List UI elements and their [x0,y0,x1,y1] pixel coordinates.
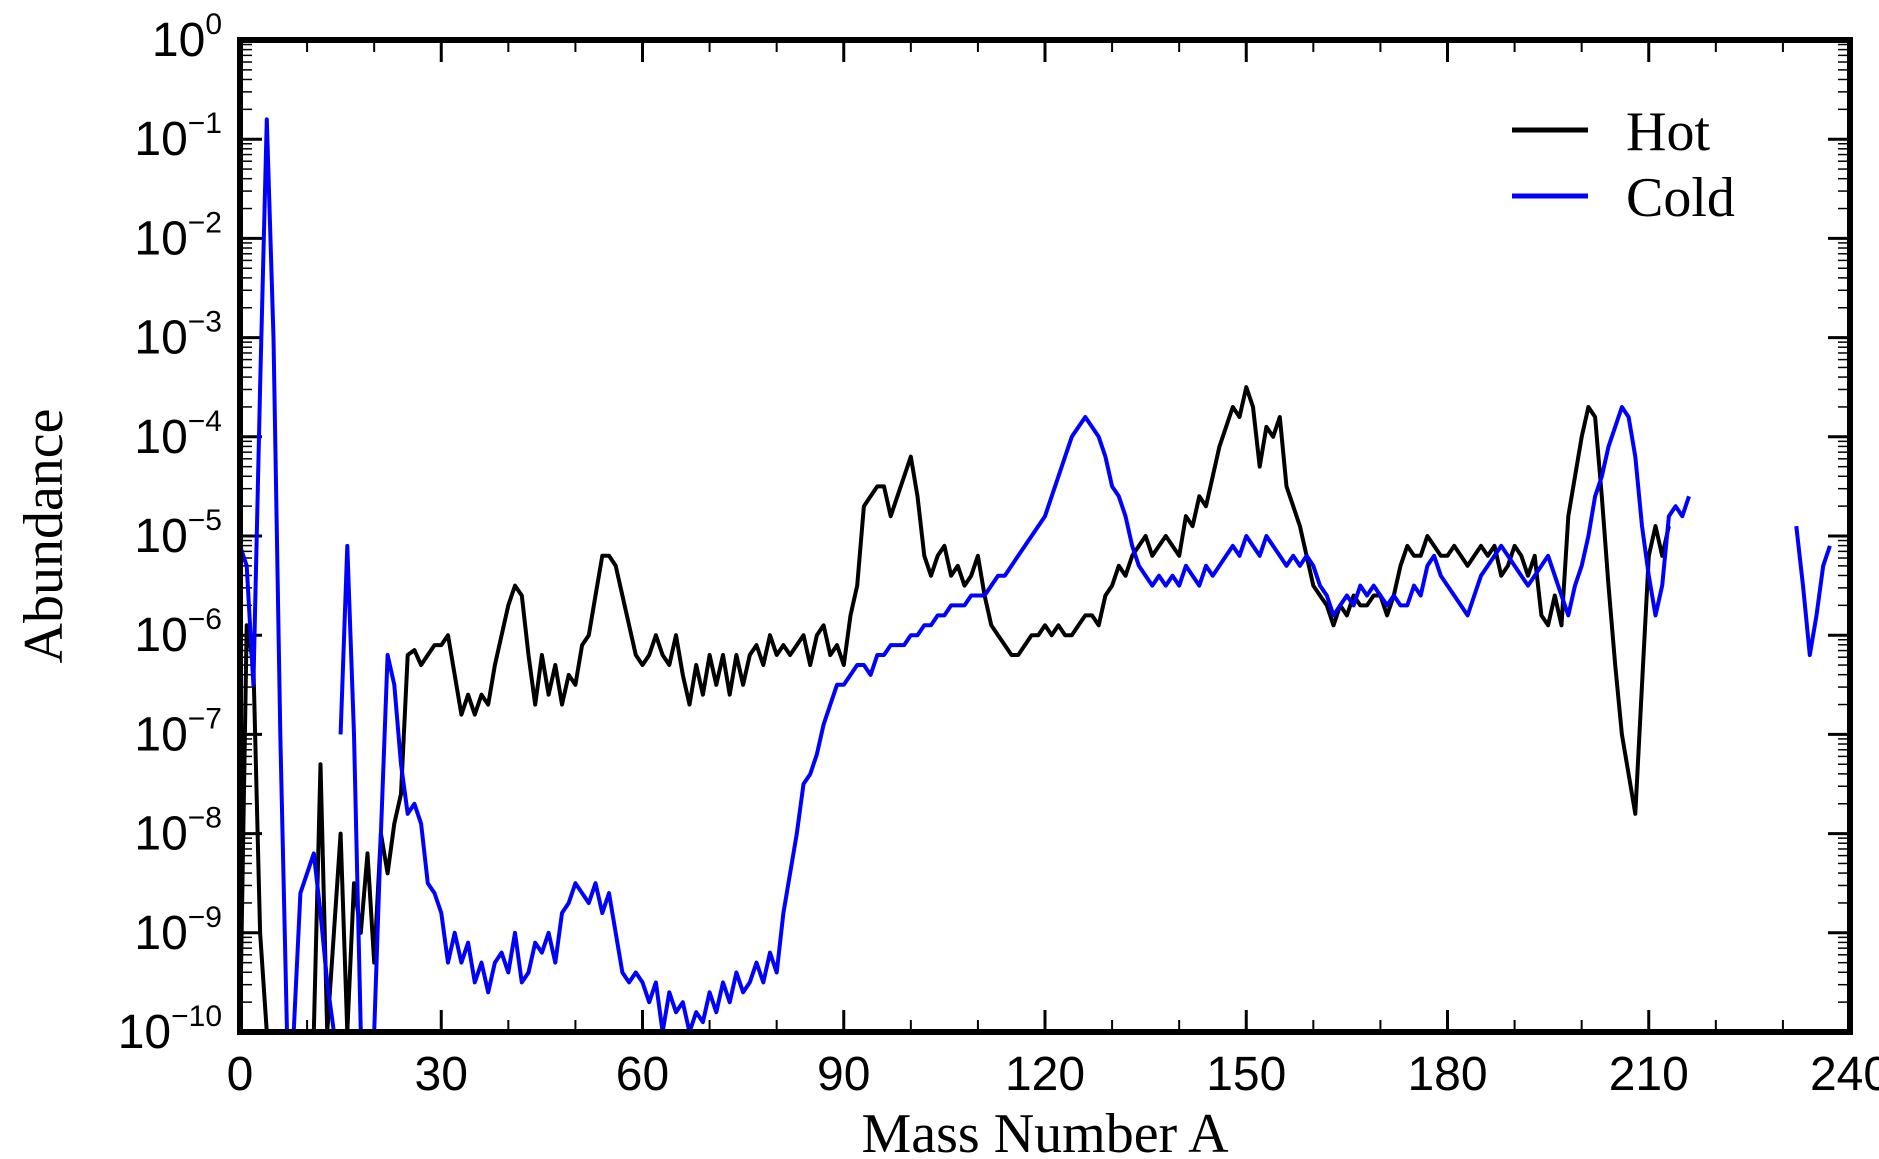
minor-ticks [240,40,1850,1032]
series-line-cold [338,543,363,1033]
series-line-hot [311,385,1671,1034]
x-tick-label: 120 [1005,1048,1085,1101]
legend-label-cold: Cold [1626,167,1735,229]
plot-frame [237,37,1853,1035]
series-line-cold [1794,525,1832,657]
y-tick-label: 10−9 [134,901,222,960]
legend-label-hot: Hot [1626,101,1710,163]
y-tick-labels: 100 10−1 10−2 10−3 10−4 10−5 10−6 10−7 10−8 10−9 1… [118,8,222,1059]
x-tick-label: 90 [817,1048,870,1101]
y-tick-label: 10−2 [134,206,222,265]
x-tick-label: 30 [415,1048,468,1101]
major-ticks [238,38,1852,1034]
y-tick-label: 10−8 [134,802,222,861]
series-line-hot [238,623,274,1034]
y-tick-label: 10−5 [134,504,222,563]
series-layer [238,117,1832,1034]
series-line-cold [291,851,336,1033]
series-line-cold [372,405,1691,1034]
x-tick-label: 0 [227,1048,254,1101]
y-tick-label: 10−10 [118,1000,222,1059]
y-tick-label: 100 [152,8,222,67]
x-tick-label: 150 [1206,1048,1286,1101]
x-tick-label: 60 [616,1048,669,1101]
y-axis-title: Abundance [13,408,75,663]
y-tick-label: 10−4 [134,405,222,464]
y-tick-label: 10−3 [134,306,222,365]
series-line-cold [238,117,289,1033]
y-tick-label: 10−6 [134,603,222,662]
legend: Hot Cold [1512,101,1735,229]
x-tick-labels: 0 30 60 90 120 150 180 210 240 [227,1048,1879,1101]
x-tick-label: 180 [1407,1048,1487,1101]
x-tick-label: 240 [1810,1048,1879,1101]
x-axis-title: Mass Number A [861,1103,1229,1159]
y-tick-label: 10−1 [134,107,222,166]
y-tick-label: 10−7 [134,702,222,761]
x-tick-label: 210 [1609,1048,1689,1101]
